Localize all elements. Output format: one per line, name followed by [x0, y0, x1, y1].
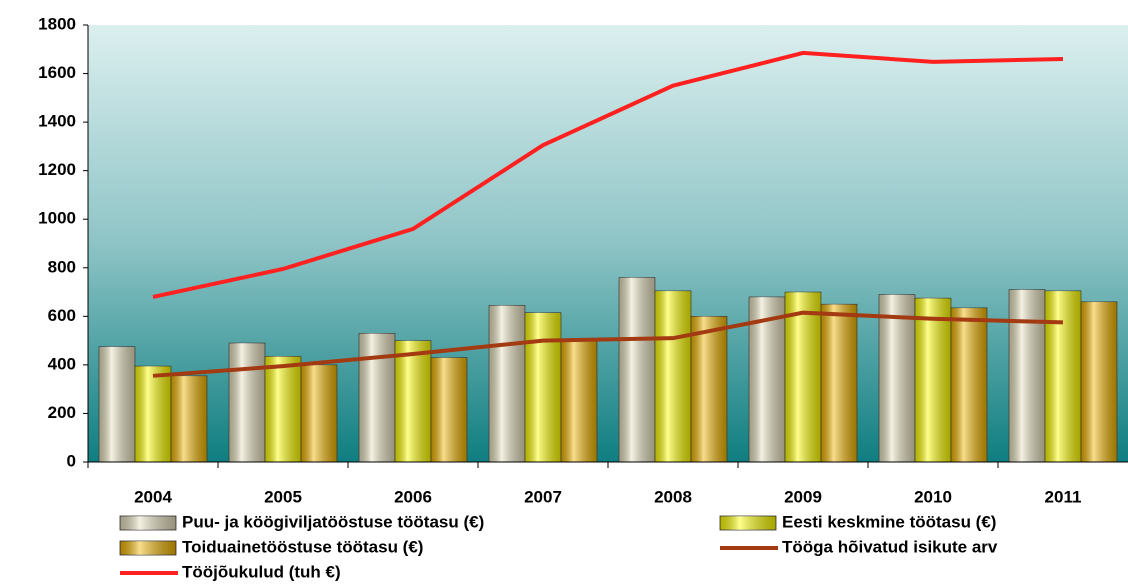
bar-shine [525, 312, 561, 462]
legend-swatch-shine [120, 541, 176, 555]
x-tick-label: 2004 [134, 487, 172, 506]
legend-label: Toiduainetööstuse töötasu (€) [182, 537, 423, 556]
legend-label: Eesti keskmine töötasu (€) [782, 512, 996, 531]
y-tick-label: 400 [48, 354, 76, 373]
bar-shine [561, 340, 597, 462]
bar-shine [879, 294, 915, 462]
bar-shine [619, 277, 655, 462]
bar-shine [135, 366, 171, 462]
bar-shine [431, 357, 467, 462]
bar-shine [785, 292, 821, 462]
legend-label: Tööjõukulud (tuh €) [182, 562, 341, 581]
legend-swatch-shine [720, 516, 776, 530]
y-tick-label: 800 [48, 257, 76, 276]
x-tick-label: 2010 [914, 487, 952, 506]
bar-shine [1009, 289, 1045, 462]
y-tick-label: 1000 [38, 209, 76, 228]
x-tick-label: 2009 [784, 487, 822, 506]
y-tick-label: 0 [67, 451, 76, 470]
y-tick-label: 1600 [38, 63, 76, 82]
x-tick-label: 2007 [524, 487, 562, 506]
x-tick-label: 2008 [654, 487, 692, 506]
x-tick-label: 2006 [394, 487, 432, 506]
y-tick-label: 200 [48, 403, 76, 422]
bar-shine [1081, 301, 1117, 462]
bar-shine [265, 356, 301, 462]
legend-label: Puu- ja köögiviljatööstuse töötasu (€) [182, 512, 484, 531]
bar-shine [951, 307, 987, 462]
bar-shine [749, 296, 785, 462]
line-series [152, 310, 1064, 378]
bar-shine [301, 364, 337, 462]
legend-swatch-shine [120, 516, 176, 530]
bar-shine [1045, 290, 1081, 462]
bar-shine [395, 340, 431, 462]
bar-shine [655, 290, 691, 462]
bar-shine [229, 343, 265, 462]
bar-shine [821, 304, 857, 462]
y-tick-label: 1800 [38, 14, 76, 33]
y-tick-label: 1200 [38, 160, 76, 179]
bar-shine [171, 375, 207, 462]
legend-label: Tööga hõivatud isikute arv [782, 537, 998, 556]
bar-shine [359, 333, 395, 462]
bar-shine [489, 305, 525, 462]
bar-shine [915, 298, 951, 462]
y-tick-label: 1400 [38, 112, 76, 131]
x-tick-label: 2005 [264, 487, 302, 506]
y-tick-label: 600 [48, 306, 76, 325]
bar-shine [691, 316, 727, 462]
x-tick-label: 2011 [1045, 487, 1082, 506]
bar-shine [99, 346, 135, 462]
line-series [152, 50, 1064, 299]
